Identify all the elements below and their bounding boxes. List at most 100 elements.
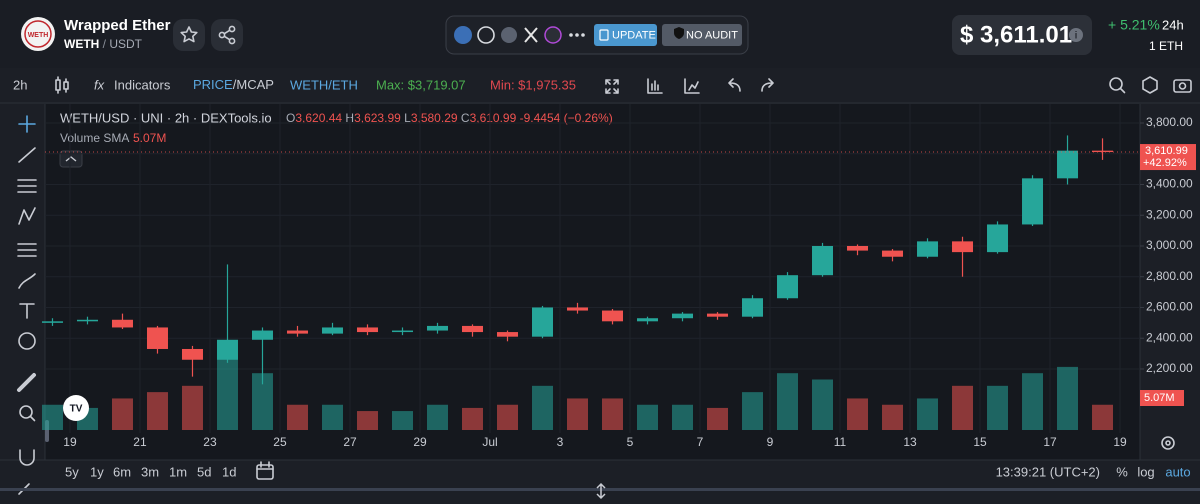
candle-body: [602, 310, 624, 322]
redo-icon[interactable]: [761, 78, 774, 92]
candle-body: [216, 339, 238, 360]
candle-body: [181, 348, 203, 360]
volume-bar: [847, 398, 869, 430]
trendline-tool[interactable]: [18, 147, 36, 163]
telegram-link[interactable]: [501, 27, 517, 43]
volume-bar: [1057, 366, 1079, 430]
price-toggle[interactable]: PRICE: [193, 77, 233, 92]
volume-bar: [356, 411, 378, 430]
candle-body: [917, 241, 939, 257]
pattern-tool[interactable]: [18, 207, 36, 225]
volume-bar: [987, 385, 1009, 430]
audit-label: NO AUDIT: [686, 29, 738, 41]
candle-body: [566, 307, 588, 311]
volume-bar: [882, 404, 904, 430]
price-mcap-toggle[interactable]: PRICE/MCAP: [193, 77, 274, 92]
resize-icon: [596, 482, 606, 500]
current-price: $ 3,611.01: [960, 21, 1072, 48]
compare-icon[interactable]: [684, 78, 700, 94]
x-tick-label: Jul: [482, 435, 497, 449]
range-button[interactable]: 6m: [113, 464, 131, 479]
candle-body: [1092, 150, 1114, 153]
range-button[interactable]: 1d: [222, 464, 236, 479]
tv-badge[interactable]: [63, 395, 89, 421]
auto-toggle[interactable]: auto: [1165, 464, 1190, 479]
volume-bar: [777, 373, 799, 430]
undo-icon[interactable]: [728, 78, 741, 92]
log-toggle[interactable]: log: [1137, 464, 1154, 479]
ohlc-value: 3,580.29: [411, 111, 458, 125]
screenshot-icon[interactable]: [1173, 79, 1192, 93]
mcap-toggle[interactable]: MCAP: [236, 77, 274, 92]
zoom-tool[interactable]: [19, 405, 33, 419]
other-link[interactable]: [544, 26, 562, 44]
axis-settings-icon[interactable]: [1161, 436, 1175, 450]
volume-bar: [917, 398, 939, 430]
volume-bar: [566, 398, 588, 430]
settings-icon[interactable]: [1142, 76, 1158, 94]
plot: 2,200.00 2,400.00 2,600.00 2,800.00 3,000.00…: [41, 104, 1196, 449]
range-button[interactable]: 1y: [90, 464, 104, 479]
indicators-button[interactable]: Indicators: [114, 77, 171, 92]
fib-tool[interactable]: [17, 179, 37, 193]
brush-tool[interactable]: [18, 273, 36, 289]
projection-tool[interactable]: [17, 243, 37, 257]
dextools-link[interactable]: [454, 26, 472, 44]
range-button[interactable]: 5d: [197, 464, 211, 479]
token-pair: WETH / USDT: [64, 37, 143, 51]
candle-body: [672, 313, 694, 319]
crosshair-tool[interactable]: [18, 115, 36, 133]
last-price-label: 3,610.99: [1145, 145, 1188, 157]
star-icon: [180, 26, 198, 43]
change-period: 24h: [1162, 17, 1184, 32]
candle-body: [426, 325, 448, 331]
volume-sma-value: 5.07M: [133, 131, 166, 145]
info-icon[interactable]: [1069, 28, 1083, 42]
volume-bar: [602, 398, 624, 430]
percent-toggle[interactable]: %: [1116, 464, 1128, 479]
share-button[interactable]: [211, 19, 243, 51]
update-button[interactable]: [594, 24, 657, 46]
text-tool[interactable]: [19, 303, 35, 319]
resize-bar[interactable]: [0, 488, 1200, 491]
measure-tool[interactable]: [17, 373, 36, 392]
more-links[interactable]: [569, 33, 585, 37]
ohlc-key: C: [461, 111, 470, 125]
candle-body: [812, 245, 834, 276]
volume-bar: [426, 404, 448, 430]
interval-select[interactable]: 2h: [13, 77, 27, 92]
volume-sma-axis-label: 5.07M: [1144, 392, 1175, 404]
range-button[interactable]: 3m: [141, 464, 159, 479]
volume-bar: [111, 398, 133, 430]
search-icon[interactable]: [1109, 77, 1126, 94]
range-button[interactable]: 1m: [169, 464, 187, 479]
x-tick-label: 19: [63, 435, 77, 449]
zoom-tool-handle: [29, 415, 36, 422]
fullscreen-icon[interactable]: [605, 79, 619, 94]
emoji-tool[interactable]: [18, 332, 36, 350]
range-button[interactable]: 5y: [65, 464, 79, 479]
candle-type-icon[interactable]: [55, 76, 69, 94]
x-link[interactable]: [524, 27, 538, 43]
y-tick-label: 3,400.00: [1146, 177, 1193, 191]
x-tick-label: 13: [903, 435, 917, 449]
date-range-icon[interactable]: [256, 461, 274, 480]
pair-toggle[interactable]: WETH/ETH: [290, 77, 358, 92]
candle-body: [76, 319, 98, 322]
audit-icon: [674, 27, 684, 39]
chart-style-icon[interactable]: [647, 78, 663, 94]
y-tick-label: 3,000.00: [1146, 238, 1193, 252]
candle-body: [286, 330, 308, 334]
y-tick-label: 3,200.00: [1146, 207, 1193, 221]
volume-bar: [812, 379, 834, 430]
candle-body: [461, 325, 483, 333]
collapse-button[interactable]: [59, 150, 83, 168]
volume-label: Volume SMA: [60, 131, 129, 145]
y-tick-label: 3,800.00: [1146, 115, 1193, 129]
x-tick-label: 11: [834, 435, 847, 449]
website-link[interactable]: [477, 26, 495, 44]
favorite-button[interactable]: [173, 19, 205, 51]
chart-title: WETH/USD · UNI · 2h · DEXTools.io: [60, 110, 272, 125]
volume-bar: [391, 411, 413, 430]
magnet-tool[interactable]: [19, 449, 35, 466]
